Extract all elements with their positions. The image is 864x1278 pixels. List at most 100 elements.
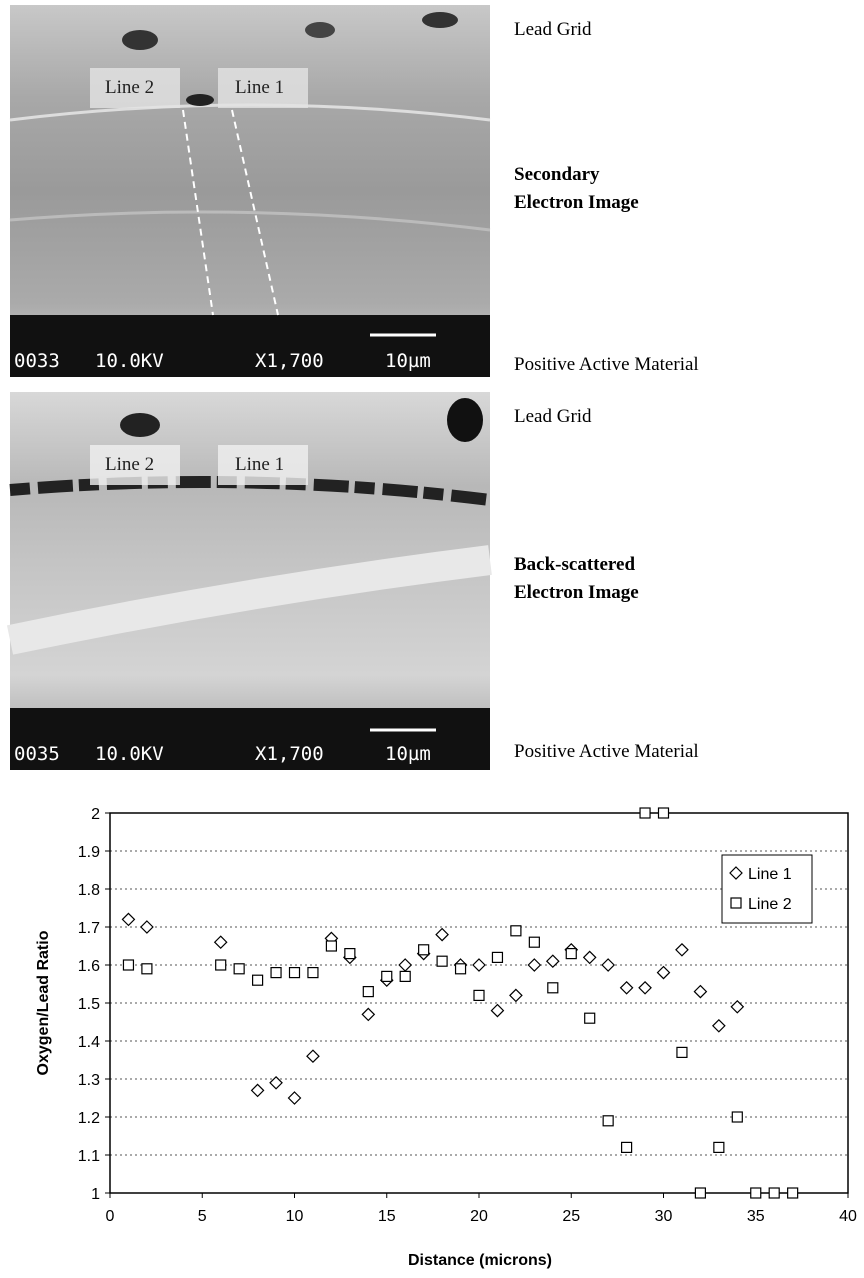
panel-title: Back-scattered xyxy=(514,554,635,575)
point xyxy=(400,971,410,981)
sem-info: X1,700 xyxy=(255,743,324,765)
sem-info: 0033 xyxy=(14,350,60,372)
sem-info: X1,700 xyxy=(255,350,324,372)
x-tick-label: 15 xyxy=(378,1208,396,1225)
y-axis-title: Oxygen/Lead Ratio xyxy=(35,930,52,1075)
point xyxy=(788,1188,798,1198)
point xyxy=(215,936,227,948)
point xyxy=(511,926,521,936)
sem-info: 10µm xyxy=(385,743,431,765)
point xyxy=(253,975,263,985)
y-tick-label: 1.4 xyxy=(78,1034,100,1051)
point xyxy=(326,941,336,951)
x-tick-label: 10 xyxy=(286,1208,304,1225)
point xyxy=(363,987,373,997)
point xyxy=(474,990,484,1000)
point xyxy=(419,945,429,955)
sem-info: 0035 xyxy=(14,743,60,765)
point xyxy=(584,951,596,963)
x-tick-label: 40 xyxy=(839,1208,857,1225)
point xyxy=(676,944,688,956)
point xyxy=(382,971,392,981)
point xyxy=(345,949,355,959)
point xyxy=(548,983,558,993)
point xyxy=(621,982,633,994)
y-tick-label: 1.6 xyxy=(78,958,100,975)
point xyxy=(141,921,153,933)
point xyxy=(528,959,540,971)
sem-image xyxy=(10,392,490,770)
point xyxy=(437,956,447,966)
point xyxy=(142,964,152,974)
point xyxy=(436,929,448,941)
panel-title: Electron Image xyxy=(514,582,639,603)
point xyxy=(566,949,576,959)
point xyxy=(399,959,411,971)
figure: Line 2 Line 1 0033 10.0KV X1,700 10µm Le… xyxy=(0,0,864,1278)
legend-label: Line 1 xyxy=(748,866,792,883)
point xyxy=(659,808,669,818)
x-axis-title: Distance (microns) xyxy=(408,1252,552,1269)
line-label: Line 2 xyxy=(105,77,154,98)
x-tick-label: 35 xyxy=(747,1208,765,1225)
y-tick-label: 1.5 xyxy=(78,996,100,1013)
sem-info: 10.0KV xyxy=(95,743,164,765)
y-tick-label: 1.7 xyxy=(78,920,100,937)
point xyxy=(585,1013,595,1023)
sem-image xyxy=(10,5,490,377)
y-tick-label: 1.9 xyxy=(78,844,100,861)
panel-label: Lead Grid xyxy=(514,19,592,40)
y-tick-label: 1.3 xyxy=(78,1072,100,1089)
point xyxy=(122,913,134,925)
line-label: Line 1 xyxy=(235,77,284,98)
x-tick-label: 30 xyxy=(655,1208,673,1225)
line-label: Line 1 xyxy=(235,454,284,475)
x-tick-label: 0 xyxy=(106,1208,115,1225)
point xyxy=(639,982,651,994)
point xyxy=(640,808,650,818)
point xyxy=(713,1020,725,1032)
point xyxy=(216,960,226,970)
point xyxy=(362,1008,374,1020)
y-tick-label: 1.1 xyxy=(78,1148,100,1165)
point xyxy=(492,952,502,962)
panel-title: Electron Image xyxy=(514,192,639,213)
point xyxy=(473,959,485,971)
point xyxy=(529,937,539,947)
line-label: Line 2 xyxy=(105,454,154,475)
point xyxy=(308,968,318,978)
point xyxy=(510,989,522,1001)
point xyxy=(694,986,706,998)
y-tick-label: 2 xyxy=(91,806,100,823)
point xyxy=(252,1084,264,1096)
point xyxy=(234,964,244,974)
y-tick-label: 1 xyxy=(91,1186,100,1203)
point xyxy=(123,960,133,970)
point xyxy=(714,1142,724,1152)
y-tick-label: 1.2 xyxy=(78,1110,100,1127)
point xyxy=(491,1005,503,1017)
point xyxy=(603,1116,613,1126)
point xyxy=(271,968,281,978)
x-tick-label: 5 xyxy=(198,1208,207,1225)
point xyxy=(732,1112,742,1122)
point xyxy=(602,959,614,971)
x-tick-label: 25 xyxy=(562,1208,580,1225)
legend-marker xyxy=(731,898,741,908)
point xyxy=(622,1142,632,1152)
point xyxy=(695,1188,705,1198)
point xyxy=(658,967,670,979)
point xyxy=(307,1050,319,1062)
panel-title: Secondary xyxy=(514,164,600,185)
point xyxy=(769,1188,779,1198)
sem-info: 10µm xyxy=(385,350,431,372)
point xyxy=(289,1092,301,1104)
point xyxy=(751,1188,761,1198)
panel-label: Positive Active Material xyxy=(514,354,699,375)
y-tick-label: 1.8 xyxy=(78,882,100,899)
x-tick-label: 20 xyxy=(470,1208,488,1225)
legend-label: Line 2 xyxy=(748,896,792,913)
point xyxy=(290,968,300,978)
point xyxy=(456,964,466,974)
panel-label: Lead Grid xyxy=(514,406,592,427)
